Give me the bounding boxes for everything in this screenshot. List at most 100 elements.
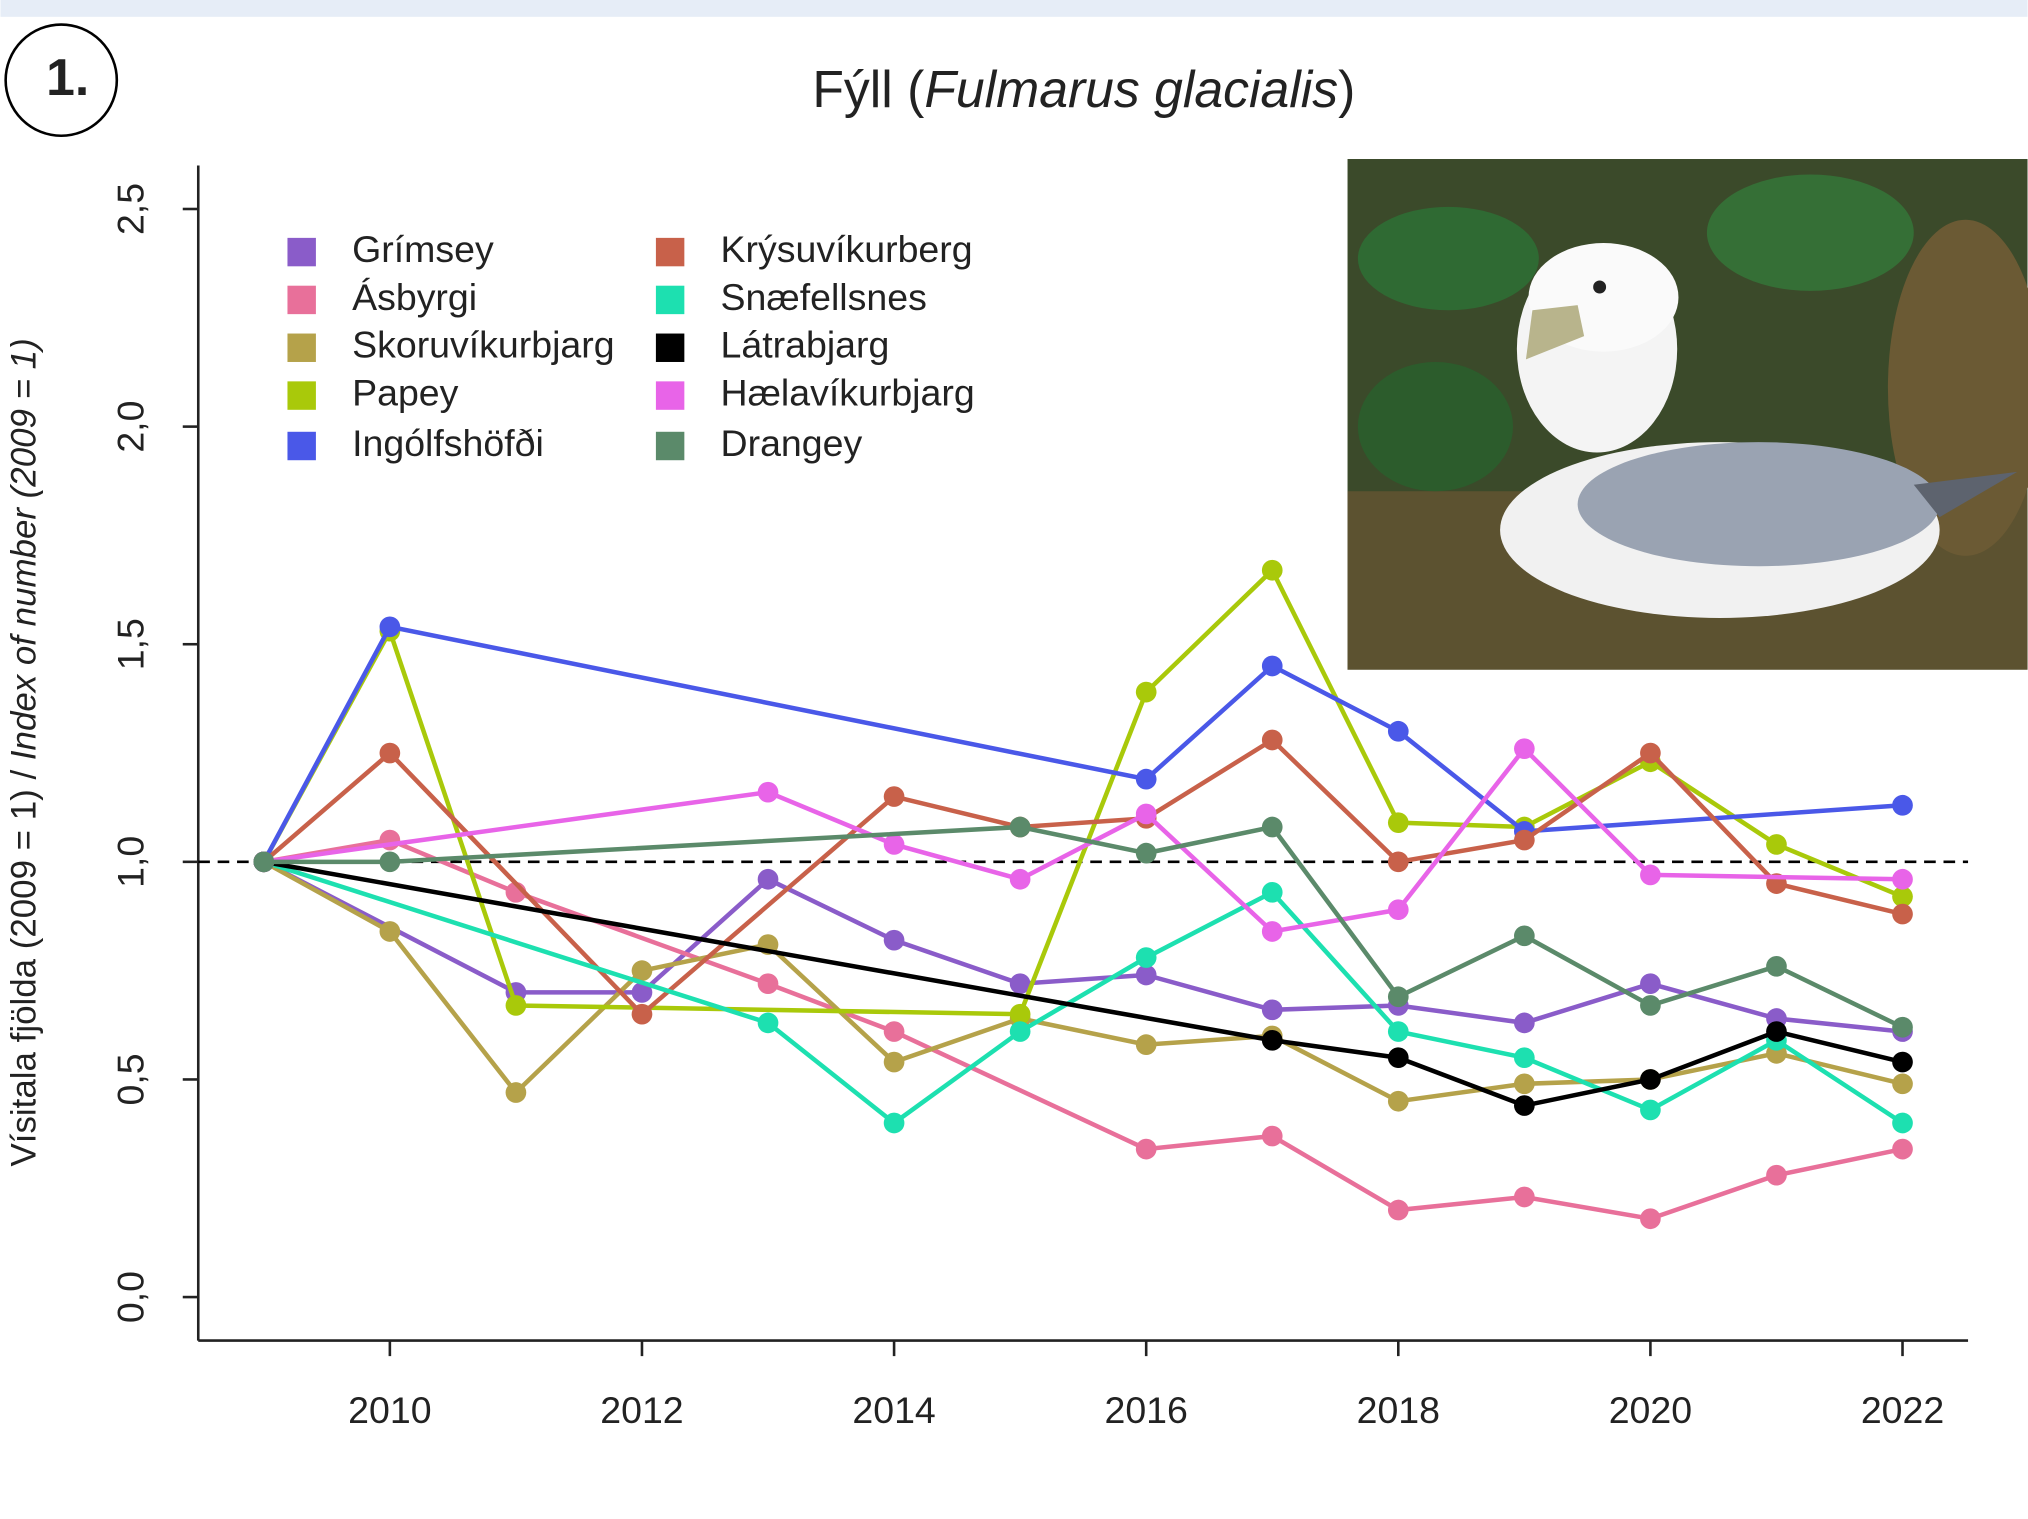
point (1136, 682, 1157, 703)
point (758, 973, 779, 994)
x-tick-label: 2020 (1609, 1389, 1692, 1431)
point (884, 1052, 905, 1073)
legend-swatch (656, 238, 684, 266)
y-tick-label: 1,0 (110, 836, 152, 888)
point (1892, 1139, 1913, 1160)
legend-label: Hælavíkurbjarg (721, 371, 975, 413)
legend-label: Papey (352, 371, 459, 413)
title-latin: Fulmarus glacialis (924, 60, 1338, 118)
point (1136, 1139, 1157, 1160)
point (632, 960, 653, 981)
legend-swatch (656, 286, 684, 314)
point (1766, 834, 1787, 855)
point (1766, 956, 1787, 977)
point (1136, 804, 1157, 825)
legend-label: Ingólfshöfði (352, 422, 544, 464)
point (1262, 921, 1283, 942)
point (1640, 1208, 1661, 1229)
point (884, 786, 905, 807)
y-tick-label: 0,5 (110, 1053, 152, 1105)
y-tick-label: 2,5 (110, 183, 152, 235)
point (506, 1082, 527, 1103)
title-part: Fýll ( (812, 60, 924, 118)
point (1388, 1047, 1409, 1068)
photo (1348, 159, 2028, 670)
point (1388, 721, 1409, 742)
chart-title: Fýll (Fulmarus glacialis) (812, 60, 1355, 118)
point (758, 1013, 779, 1034)
point (380, 743, 401, 764)
point (884, 1113, 905, 1134)
point (1514, 830, 1535, 851)
point (1262, 1030, 1283, 1051)
point (1892, 1073, 1913, 1094)
point (884, 930, 905, 951)
point (380, 852, 401, 873)
point (1262, 999, 1283, 1020)
point (1640, 973, 1661, 994)
top-band (0, 0, 2027, 17)
point (1514, 1187, 1535, 1208)
point (506, 995, 527, 1016)
x-tick-label: 2016 (1104, 1389, 1187, 1431)
x-tick-label: 2018 (1357, 1389, 1440, 1431)
point (884, 834, 905, 855)
point (1262, 560, 1283, 581)
x-tick-label: 2014 (852, 1389, 935, 1431)
legend-swatch (287, 334, 315, 362)
point (1136, 947, 1157, 968)
point (253, 852, 274, 873)
point (632, 1004, 653, 1025)
point (1262, 882, 1283, 903)
point (1136, 843, 1157, 864)
legend-swatch (287, 381, 315, 409)
point (1514, 1047, 1535, 1068)
point (1262, 817, 1283, 838)
point (1514, 1013, 1535, 1034)
point (380, 616, 401, 637)
point (1262, 656, 1283, 677)
legend-label: Ásbyrgi (352, 276, 477, 318)
y-axis-title: Vísitala fjölda (2009 = 1) / Index of nu… (5, 338, 44, 1166)
legend-swatch (287, 238, 315, 266)
ylabel-part: Vísitala fjölda (2009 = 1) / (5, 760, 44, 1166)
ylabel-part: Index of number (2009 = 1) (5, 338, 44, 760)
x-tick-label: 2010 (348, 1389, 431, 1431)
panel-label: 1. (46, 48, 89, 106)
y-tick-label: 0,0 (110, 1271, 152, 1323)
point (1640, 743, 1661, 764)
point (1640, 865, 1661, 886)
y-tick-label: 1,5 (110, 618, 152, 670)
point (1262, 1126, 1283, 1147)
legend-swatch (656, 432, 684, 460)
point (1514, 925, 1535, 946)
legend-swatch (287, 432, 315, 460)
legend-swatch (656, 334, 684, 362)
point (1136, 769, 1157, 790)
x-tick-label: 2022 (1861, 1389, 1944, 1431)
point (1388, 852, 1409, 873)
legend-swatch (287, 286, 315, 314)
x-tick-label: 2012 (600, 1389, 683, 1431)
point (1514, 1073, 1535, 1094)
point (758, 782, 779, 803)
point (380, 921, 401, 942)
point (1514, 1095, 1535, 1116)
point (1388, 1091, 1409, 1112)
point (1136, 1034, 1157, 1055)
point (1010, 817, 1031, 838)
legend-swatch (656, 381, 684, 409)
title-part: ) (1338, 60, 1355, 118)
legend-label: Snæfellsnes (721, 276, 927, 318)
point (1388, 899, 1409, 920)
point (1262, 730, 1283, 751)
point (1892, 1052, 1913, 1073)
point (1388, 812, 1409, 833)
point (1892, 795, 1913, 816)
point (1388, 1200, 1409, 1221)
chart: 1. Fýll (Fulmarus glacialis) Vísitala fj… (0, 0, 2028, 1519)
legend-label: Skoruvíkurbjarg (352, 324, 615, 366)
point (1010, 1021, 1031, 1042)
point (758, 869, 779, 890)
point (1766, 1165, 1787, 1186)
